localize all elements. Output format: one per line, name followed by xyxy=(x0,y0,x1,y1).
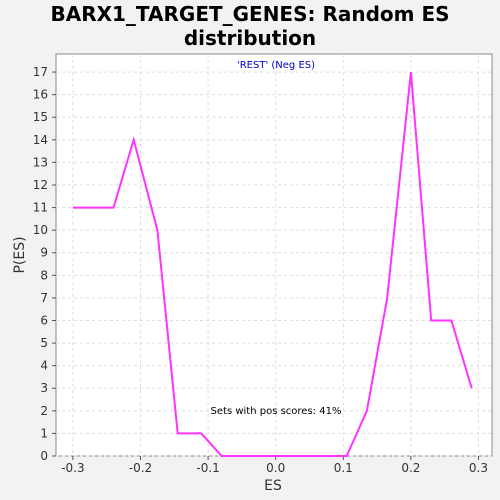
y-tick-label: 10 xyxy=(33,223,48,237)
chart-title: BARX1_TARGET_GENES: Random ES distributi… xyxy=(0,2,500,50)
y-tick-label: 13 xyxy=(33,155,48,169)
x-axis: -0.3 -0.2 -0.1 0.0 0.1 0.2 0.3 xyxy=(61,456,488,475)
y-tick-label: 2 xyxy=(40,404,48,418)
y-tick-label: 11 xyxy=(33,201,48,215)
x-tick-label: 0.3 xyxy=(469,461,488,475)
y-tick-label: 8 xyxy=(40,268,48,282)
y-tick-label: 15 xyxy=(33,110,48,124)
y-tick-label: 17 xyxy=(33,65,48,79)
y-tick-label: 7 xyxy=(40,291,48,305)
y-tick-label: 16 xyxy=(33,88,48,102)
y-tick-label: 3 xyxy=(40,381,48,395)
x-axis-title: ES xyxy=(264,478,282,494)
y-axis-title: P(ES) xyxy=(12,236,28,273)
x-tick-label: -0.1 xyxy=(196,461,219,475)
y-tick-label: 9 xyxy=(40,246,48,260)
y-tick-label: 1 xyxy=(40,426,48,440)
chart-subtitle: 'REST' (Neg ES) xyxy=(237,60,315,71)
y-tick-label: 6 xyxy=(40,313,48,327)
chart-title-line2: distribution xyxy=(183,26,317,50)
grid xyxy=(56,54,492,457)
x-tick-label: -0.3 xyxy=(61,461,84,475)
y-tick-label: 12 xyxy=(33,178,48,192)
y-tick-label: 5 xyxy=(40,336,48,350)
chart-annotation: Sets with pos scores: 41% xyxy=(211,406,342,417)
x-tick-label: 0.2 xyxy=(401,461,420,475)
y-tick-label: 4 xyxy=(40,359,48,373)
chart-title-line1: BARX1_TARGET_GENES: Random ES xyxy=(50,2,450,26)
x-tick-label: 0.1 xyxy=(334,461,353,475)
series-line xyxy=(72,71,473,457)
y-tick-label: 14 xyxy=(33,133,48,147)
y-tick-label: 0 xyxy=(40,449,48,463)
x-tick-label: -0.2 xyxy=(129,461,152,475)
plot-background xyxy=(55,53,493,457)
x-tick-label: 0.0 xyxy=(266,461,285,475)
